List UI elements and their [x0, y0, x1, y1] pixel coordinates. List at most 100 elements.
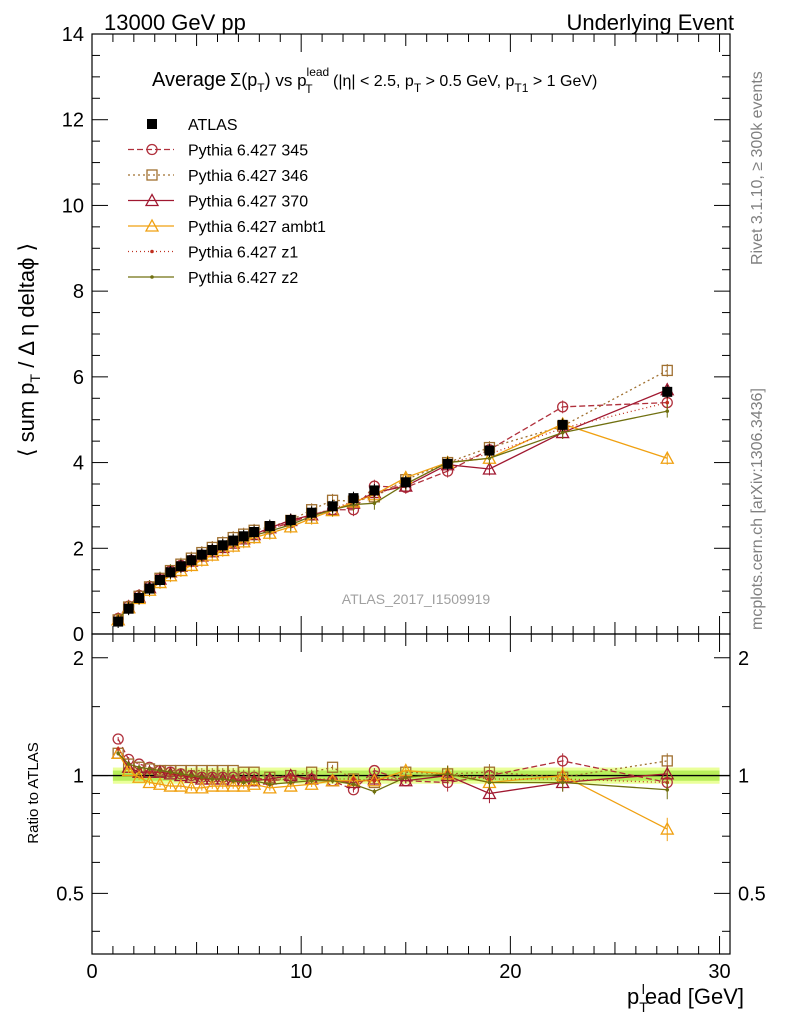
data-point: [196, 549, 207, 560]
data-point: [238, 531, 249, 542]
series-3: [111, 382, 675, 627]
ratio-point: [403, 775, 408, 780]
ratio-point: [330, 778, 335, 783]
x-tick-label: 10: [290, 961, 312, 983]
data-point: [264, 521, 275, 531]
ratio-point: [367, 771, 382, 785]
ratio-point: [200, 775, 204, 780]
data-point: [134, 593, 145, 603]
ratio-y-tick-label-right: 2: [738, 648, 749, 670]
ratio-point: [210, 777, 215, 781]
main-y-tick-label: 4: [73, 453, 84, 475]
legend-label: Pythia 6.427 z1: [188, 245, 298, 262]
ratio-point: [487, 780, 492, 785]
ratio-axes: 0 10 20 30 0.5 0.5 1 1 2 2: [56, 634, 766, 983]
ratio-point: [220, 777, 225, 781]
data-point: [217, 540, 228, 551]
main-y-tick-label: 0: [73, 624, 84, 646]
ratio-point: [236, 778, 251, 792]
data-point: [662, 386, 673, 397]
ratio-point: [557, 755, 569, 767]
ratio-point: [116, 751, 120, 756]
data-point: [144, 583, 155, 594]
main-axes: 0 2 4 6 8 10 12 14: [62, 24, 730, 646]
plot-title: Average Σ(pT) vs plead T (|η| < 2.5, pT > …: [152, 65, 597, 96]
ratio-point: [137, 765, 141, 770]
ratio-panel: 0 10 20 30 0.5 0.5 1 1 2 2 Ratio to ATLAS pTlead …: [25, 633, 766, 1015]
ratio-series-3: [111, 745, 675, 842]
data-point: [327, 501, 338, 512]
data-point: [560, 430, 565, 435]
ratio-point: [367, 773, 382, 787]
ratio-ylabel: Ratio to ATLAS: [25, 742, 42, 843]
legend-marker: [146, 143, 158, 156]
series-2: [112, 364, 673, 627]
series-line: [117, 369, 668, 621]
data-point: [351, 502, 356, 507]
ratio-point: [283, 778, 298, 792]
ratio-point: [560, 780, 565, 785]
ratio-point: [189, 773, 194, 778]
ratio-y-tick-label-right: 1: [738, 766, 749, 788]
ratio-point: [309, 778, 314, 783]
main-y-tick-label: 12: [62, 110, 84, 132]
ratio-point: [326, 761, 339, 773]
legend-entry: Pythia 6.427 z1: [128, 245, 298, 262]
ratio-series-5: [116, 751, 670, 800]
ratio-point: [288, 780, 293, 785]
data-point: [557, 419, 568, 430]
ratio-point: [262, 780, 277, 794]
rivet-label: Rivet 3.1.10, ≥ 300k events: [749, 71, 766, 265]
data-point: [484, 445, 495, 456]
ratio-y-tick-label: 0.5: [56, 883, 84, 905]
ratio-point: [268, 778, 272, 783]
ratio-point: [372, 789, 377, 794]
data-point: [186, 555, 197, 566]
ratio-point: [351, 782, 356, 787]
x-tick-label: 30: [708, 961, 730, 983]
ratio-point: [152, 776, 168, 790]
data-point: [175, 561, 186, 572]
data-point: [348, 493, 359, 504]
legend-label: Pythia 6.427 346: [188, 168, 308, 185]
series-line: [117, 410, 668, 621]
data-point: [154, 575, 165, 585]
ratio-point: [268, 782, 272, 787]
main-y-tick-label: 10: [62, 195, 84, 217]
data-point: [369, 485, 380, 496]
main-y-tick-label: 2: [73, 538, 84, 560]
data-point: [226, 538, 241, 552]
data-point: [165, 567, 176, 578]
legend-label: Pythia 6.427 345: [188, 143, 308, 160]
ratio-point: [194, 780, 209, 794]
ratio-point: [241, 777, 246, 781]
legend-label: Pythia 6.427 z2: [188, 270, 298, 287]
legend-entry: Pythia 6.427 345: [128, 143, 308, 160]
ratio-y-tick-label: 2: [73, 648, 84, 670]
main-y-tick-label: 8: [73, 281, 84, 303]
series-line: [117, 401, 668, 619]
ratio-point: [131, 769, 147, 783]
ratio-point: [168, 770, 173, 775]
data-point: [372, 501, 377, 506]
x-axis-label: pTlead [GeV]: [627, 981, 744, 1015]
legend-entry: Pythia 6.427 346: [128, 168, 308, 185]
ratio-point: [247, 776, 262, 790]
main-y-tick-label: 6: [73, 367, 84, 389]
legend-entry: Pythia 6.427 ambt1: [128, 218, 326, 236]
ratio-point: [215, 778, 230, 792]
ratio-point: [121, 763, 136, 777]
main-panel: 0 2 4 6 8 10 12 14 Average Σ(pT) vs plead T (|η| …: [14, 24, 731, 646]
legend-marker: [150, 249, 154, 254]
data-point: [283, 519, 298, 533]
data-point: [660, 450, 675, 464]
ratio-point: [398, 773, 413, 787]
ratio-series-0: [112, 733, 673, 796]
ratio-point: [158, 768, 162, 773]
ratio-point: [112, 733, 124, 745]
ratio-point: [231, 778, 235, 783]
data-point: [487, 456, 492, 461]
ratio-point: [147, 767, 152, 771]
legend-marker: [144, 193, 160, 207]
main-ylabel: ⟨ sum pT / Δ η deltaϕ ⟩: [14, 243, 43, 457]
